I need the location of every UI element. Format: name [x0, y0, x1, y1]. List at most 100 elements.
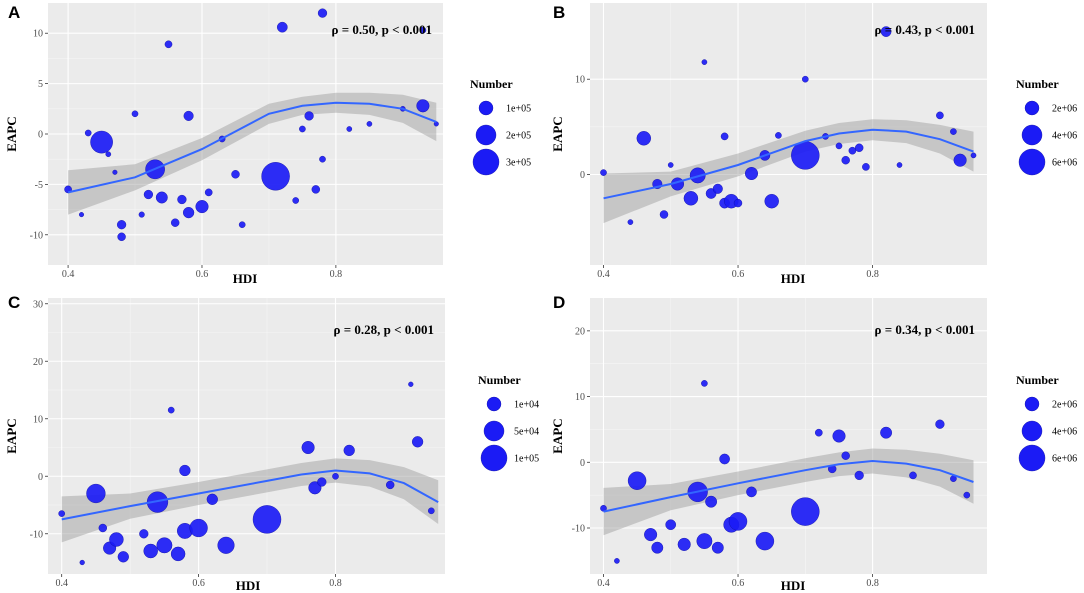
data-point: [319, 155, 326, 163]
size-legend: Number 1e+04 5e+04 1e+05: [478, 373, 539, 472]
x-tick-label: 0.6: [732, 269, 745, 280]
data-point: [712, 183, 723, 194]
data-point: [412, 436, 424, 448]
data-point: [138, 211, 145, 218]
confidence-band: [61, 458, 439, 543]
legend-key-label: 2e+06: [1052, 400, 1077, 411]
legend-key-circle: [472, 148, 500, 176]
data-point: [304, 111, 314, 121]
smooth-line: [603, 128, 974, 200]
data-point: [953, 153, 967, 167]
legend-title: Number: [470, 77, 513, 91]
y-tick-label: 0: [38, 130, 43, 141]
data-point: [217, 536, 235, 554]
y-tick-label: 10: [575, 75, 585, 86]
correlation-annotation: ρ = 0.50, p < 0.001: [331, 22, 432, 37]
legend-key-label: 6e+06: [1052, 158, 1077, 169]
data-point: [651, 541, 664, 554]
data-point: [665, 519, 677, 531]
legend-key-circle: [1024, 100, 1040, 116]
data-point: [366, 121, 373, 127]
x-tick-label: 0.8: [866, 578, 879, 589]
y-tick-label: -10: [30, 529, 43, 540]
legend-key-circle: [1024, 396, 1040, 412]
data-point: [58, 510, 66, 517]
data-point: [84, 129, 92, 137]
data-point: [155, 191, 168, 204]
plot-background: [48, 298, 445, 574]
data-point: [179, 464, 191, 477]
data-point: [950, 128, 957, 135]
data-point: [880, 426, 892, 439]
data-point: [775, 132, 782, 139]
data-point: [143, 543, 158, 559]
data-point: [909, 471, 917, 480]
data-point: [835, 142, 843, 150]
y-tick-label: 30: [33, 299, 43, 310]
data-point: [896, 162, 903, 168]
data-point: [745, 166, 759, 180]
data-points: [600, 380, 971, 564]
correlation-annotation: ρ = 0.43, p < 0.001: [874, 22, 975, 37]
data-point: [252, 505, 282, 534]
legend-title: Number: [1016, 373, 1059, 387]
data-point: [131, 110, 139, 118]
panel-letter: D: [553, 293, 565, 312]
data-point: [164, 40, 173, 49]
data-point: [848, 146, 857, 155]
data-point: [317, 477, 327, 487]
data-point: [862, 163, 870, 171]
x-tick-label: 0.8: [866, 269, 879, 280]
legend-key-circle: [475, 124, 497, 146]
data-point: [78, 212, 84, 218]
data-point: [143, 189, 154, 200]
data-point: [183, 110, 194, 121]
panel-c: 0.4 0.6 0.8 -10 0 10 20 30 HDI EAPC ρ = 0.28, p < …: [4, 293, 539, 593]
data-point: [627, 219, 634, 225]
data-point: [683, 191, 699, 206]
data-point: [711, 541, 724, 554]
x-tick-label: 0.4: [55, 578, 68, 589]
x-axis-title: HDI: [781, 578, 806, 593]
data-points: [58, 381, 435, 566]
legend-key-circle: [1018, 148, 1046, 176]
data-point: [701, 59, 708, 65]
y-axis-title: EAPC: [4, 418, 19, 453]
data-point: [970, 152, 977, 159]
data-point: [719, 453, 730, 465]
data-point: [815, 428, 823, 437]
legend-key-label: 6e+06: [1052, 454, 1077, 465]
data-point: [677, 537, 691, 551]
legend-title: Number: [1016, 77, 1059, 91]
data-point: [386, 480, 395, 490]
panel-letter: B: [553, 3, 565, 22]
data-point: [746, 486, 757, 498]
data-point: [299, 125, 306, 133]
size-legend: Number 2e+06 4e+06 6e+06: [1016, 77, 1077, 176]
y-tick-label: 0: [38, 472, 43, 483]
major-gridlines: [590, 3, 987, 265]
data-point: [841, 451, 850, 460]
y-tick-label: 5: [38, 79, 43, 90]
data-point: [667, 162, 674, 168]
x-tick-label: 0.8: [330, 269, 343, 280]
x-tick-label: 0.4: [597, 269, 610, 280]
legend-key-circle: [483, 420, 505, 442]
data-point: [936, 111, 944, 120]
data-point: [802, 75, 809, 83]
data-point: [301, 441, 315, 455]
legend-key-circle: [478, 100, 494, 116]
y-axis-title: EAPC: [550, 116, 565, 151]
data-point: [311, 185, 320, 194]
data-point: [880, 26, 892, 37]
data-point: [416, 99, 430, 113]
legend-key-label: 1e+05: [506, 104, 531, 115]
data-point: [419, 26, 427, 34]
y-tick-label: 10: [33, 414, 43, 425]
data-point: [832, 429, 846, 443]
x-tick-label: 0.4: [597, 578, 610, 589]
major-gridlines: [590, 298, 987, 574]
data-point: [659, 210, 669, 219]
x-axis-title: HDI: [233, 271, 258, 286]
data-point: [935, 419, 945, 429]
